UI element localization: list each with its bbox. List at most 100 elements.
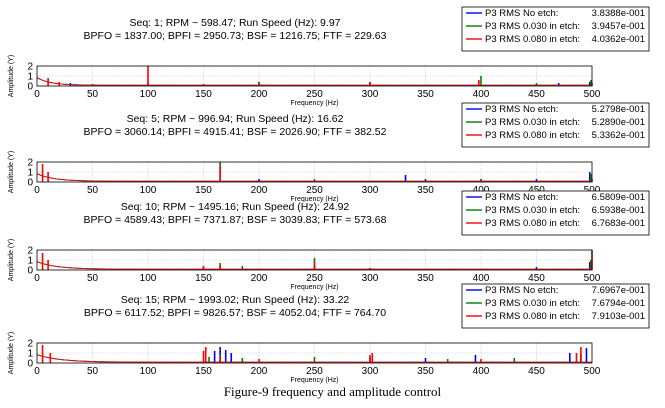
panel-2-title: Seq: 5; RPM ~ 996.94; Run Speed (Hz): 16… (127, 113, 344, 125)
panel-4-legend-label-1: P3 RMS No etch: (485, 285, 558, 296)
panel-4-xtick: 350 (417, 366, 434, 377)
panel-3-legend-value-3: 6.7683e-001 (592, 218, 645, 229)
panel-4-xtick: 0 (34, 366, 40, 377)
panel-3-legend (461, 190, 650, 236)
panel-3-ytick: 2 (27, 246, 33, 257)
panel-4-xtick: 100 (140, 366, 157, 377)
panel-2-ytick: 0 (27, 178, 33, 189)
panel-2-xtick: 0 (34, 185, 40, 196)
panel-2-legend-label-1: P3 RMS No etch: (485, 104, 558, 115)
panel-3-xtick: 50 (87, 273, 99, 284)
panel-1-xtick: 400 (473, 89, 490, 100)
panel-2-ylabel: Amplitude (Y) (8, 151, 15, 193)
panel-2-xlabel: Frequency (Hz) (290, 196, 338, 203)
panel-1-xlabel: Frequency (Hz) (290, 100, 338, 107)
panel-1-xtick: 450 (528, 89, 545, 100)
panel-4-axes-frame (36, 342, 593, 364)
panel-3-legend-label-3: P3 RMS 0.080 in etch: (485, 218, 580, 229)
panel-1-xtick: 300 (362, 89, 379, 100)
panel-2-xtick: 100 (140, 185, 157, 196)
panel-4-legend-value-3: 7.9103e-001 (592, 311, 645, 322)
figure-panels: Seq: 1; RPM ~ 598.47; Run Speed (Hz): 9.… (8, 6, 650, 384)
panel-1-ytick: 1 (27, 72, 33, 83)
panel-1-legend-value-1: 3.8388e-001 (592, 8, 645, 19)
panel-3-legend-label-1: P3 RMS No etch: (485, 192, 558, 203)
panel-3-ytick: 0 (27, 266, 33, 277)
panel-3-xtick: 500 (584, 273, 601, 284)
panel-2-legend (461, 102, 650, 148)
panel-1-legend-value-2: 3.9457e-001 (592, 21, 645, 32)
panel-2-legend-label-2: P3 RMS 0.030 in etch: (485, 117, 580, 128)
panel-3-xtick: 400 (473, 273, 490, 284)
panel-4-ylabel: Amplitude (Y) (8, 332, 15, 374)
panel-4-title: Seq: 15; RPM ~ 1993.02; Run Speed (Hz): … (121, 294, 350, 306)
panel-2-legend-value-1: 5.2798e-001 (592, 104, 645, 115)
panel-2-legend-label-3: P3 RMS 0.080 in etch: (485, 130, 580, 141)
panel-1-ytick: 2 (27, 62, 33, 73)
panel-2-xtick: 250 (306, 185, 323, 196)
panel-2-xtick: 350 (417, 185, 434, 196)
panel-2-ytick: 2 (27, 158, 33, 169)
panel-4-legend-label-3: P3 RMS 0.080 in etch: (485, 311, 580, 322)
panel-1-ytick: 0 (27, 82, 33, 93)
panel-1-xtick: 100 (140, 89, 157, 100)
panel-1-xtick: 250 (306, 89, 323, 100)
panel-3-xtick: 0 (34, 273, 40, 284)
panel-4-xtick: 150 (195, 366, 212, 377)
panel-1-xtick: 0 (34, 89, 40, 100)
panel-2-legend-value-2: 5.2890e-001 (592, 117, 645, 128)
panel-4-series-3-floor (36, 354, 592, 363)
panel-4-xtick: 300 (362, 366, 379, 377)
panel-4-ytick: 0 (27, 359, 33, 370)
panel-1-ylabel: Amplitude (Y) (8, 55, 15, 97)
panel-3-xtick: 450 (528, 273, 545, 284)
panel-4-legend-value-2: 7.6794e-001 (592, 298, 645, 309)
panel-1-legend-label-3: P3 RMS 0.080 in etch: (485, 34, 580, 45)
panel-2-ytick: 1 (27, 168, 33, 179)
panel-1-title: Seq: 1; RPM ~ 598.47; Run Speed (Hz): 9.… (130, 17, 341, 29)
panel-1-xtick: 50 (87, 89, 99, 100)
panel-3-xtick: 250 (306, 273, 323, 284)
panel-2-xtick: 200 (251, 185, 268, 196)
panel-4-xlabel: Frequency (Hz) (290, 377, 338, 384)
panel-1-xtick: 150 (195, 89, 212, 100)
panel-3-legend-label-2: P3 RMS 0.030 in etch: (485, 205, 580, 216)
panel-2-xtick: 150 (195, 185, 212, 196)
panel-1-xtick: 500 (584, 89, 601, 100)
panel-3-xtick: 350 (417, 273, 434, 284)
panel-1-xtick: 350 (417, 89, 434, 100)
panel-2-xtick: 300 (362, 185, 379, 196)
panel-1-legend-label-1: P3 RMS No etch: (485, 8, 558, 19)
panel-2-legend-value-3: 5.3362e-001 (592, 130, 645, 141)
panel-1-legend-value-3: 4.0362e-001 (592, 34, 645, 45)
panel-4-xtick: 50 (87, 366, 99, 377)
panel-3-subtitle: BPFO = 4589.43; BPFI = 7371.87; BSF = 30… (84, 214, 387, 226)
figure-caption: Figure-9 frequency and amplitude control (223, 384, 442, 399)
panel-3-xtick: 100 (140, 273, 157, 284)
panel-2-xtick: 500 (584, 185, 601, 196)
panel-3-ytick: 1 (27, 256, 33, 267)
panel-1-series-3-floor (36, 77, 592, 86)
panel-4-legend-value-1: 7.6967e-001 (592, 285, 645, 296)
panel-4-xtick: 450 (528, 366, 545, 377)
panel-2-axes-frame (36, 161, 593, 183)
panel-2-xtick: 50 (87, 185, 99, 196)
panel-3-xlabel: Frequency (Hz) (290, 284, 338, 291)
panel-1-xtick: 200 (251, 89, 268, 100)
panel-1-legend-label-2: P3 RMS 0.030 in etch: (485, 21, 580, 32)
panel-3-xtick: 150 (195, 273, 212, 284)
panel-4-xtick: 250 (306, 366, 323, 377)
panel-2-xtick: 400 (473, 185, 490, 196)
panel-3-xtick: 200 (251, 273, 268, 284)
panel-3-legend-value-2: 6.5938e-001 (592, 205, 645, 216)
panel-3-ylabel: Amplitude (Y) (8, 239, 15, 281)
panel-2-xtick: 450 (528, 185, 545, 196)
panel-3-xtick: 300 (362, 273, 379, 284)
panel-2-subtitle: BPFO = 3060.14; BPFI = 4915.41; BSF = 20… (84, 126, 387, 138)
panel-4-xtick: 500 (584, 366, 601, 377)
panel-4-ytick: 1 (27, 349, 33, 360)
panel-4-xtick: 400 (473, 366, 490, 377)
panel-1-legend (461, 6, 650, 52)
panel-4-legend (461, 283, 650, 329)
panel-3-legend-value-1: 6.5809e-001 (592, 192, 645, 203)
